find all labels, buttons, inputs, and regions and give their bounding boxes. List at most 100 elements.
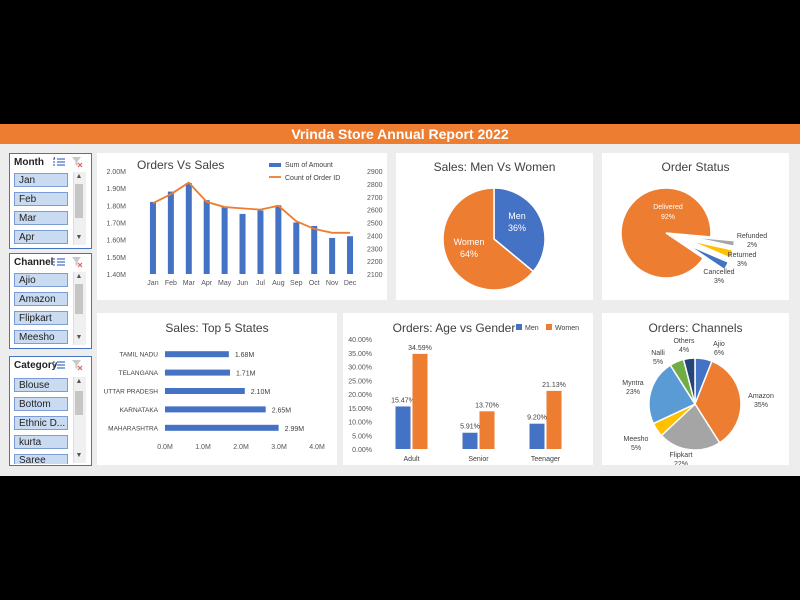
bar — [221, 207, 228, 274]
x-tick-label: Adult — [404, 456, 420, 463]
pie-slice — [689, 235, 736, 248]
pie-label: Cancelled — [703, 269, 734, 276]
scrollbar-thumb[interactable] — [75, 284, 83, 314]
bar — [293, 222, 300, 274]
x-tick-label: Nov — [326, 280, 339, 287]
scroll-up-icon[interactable]: ▲ — [75, 378, 83, 385]
pie-value-label: 2% — [747, 242, 757, 249]
clear-filter-icon[interactable] — [72, 257, 83, 268]
slicer-item[interactable]: Meesho — [14, 330, 68, 344]
chart-title: Sales: Men Vs Women — [434, 160, 556, 174]
pie-value-label: 35% — [754, 402, 768, 409]
bar — [165, 351, 229, 358]
chart-title: Orders Vs Sales — [137, 158, 224, 172]
y-tick-label: 1.50M — [107, 255, 127, 262]
x-tick-label: 1.0M — [195, 444, 211, 451]
pie-label: Meesho — [624, 436, 649, 443]
y-tick-label: 25.00% — [348, 378, 372, 385]
scroll-down-icon[interactable]: ▼ — [75, 452, 83, 459]
slicer-item[interactable]: Amazon — [14, 292, 68, 306]
report-title: Vrinda Store Annual Report 2022 — [0, 124, 800, 144]
y2-tick-label: 2100 — [367, 272, 383, 279]
pie-label: Ajio — [713, 341, 725, 348]
x-tick-label: Jan — [147, 280, 158, 287]
pie-label: Nalli — [651, 350, 665, 357]
legend-swatch — [546, 324, 552, 330]
scrollbar[interactable] — [73, 377, 86, 463]
multi-select-icon[interactable] — [53, 157, 65, 168]
slicer-item[interactable]: Ethnic D... — [14, 416, 68, 430]
scrollbar-thumb[interactable] — [75, 391, 83, 415]
legend-label: Count of Order ID — [285, 175, 340, 182]
bar — [395, 406, 411, 449]
chart-title: Order Status — [661, 160, 729, 174]
bar — [479, 411, 495, 449]
bar — [275, 205, 282, 274]
pie-slice — [686, 243, 730, 271]
bar — [185, 183, 192, 274]
data-label: 2.99M — [285, 426, 305, 433]
data-label: 21.13% — [542, 382, 566, 389]
pie-value-label: 5% — [653, 359, 663, 366]
slicer-item[interactable]: Saree — [14, 454, 68, 464]
scroll-down-icon[interactable]: ▼ — [75, 234, 83, 241]
y2-tick-label: 2700 — [367, 195, 383, 202]
pie-slice — [660, 402, 721, 451]
scroll-up-icon[interactable]: ▲ — [75, 273, 83, 280]
chart-title: Sales: Top 5 States — [165, 321, 268, 335]
data-label: 34.59% — [408, 345, 432, 352]
bar — [165, 424, 279, 431]
y-tick-label: KARNATAKA — [120, 407, 159, 414]
pie-slice — [442, 187, 535, 291]
scroll-up-icon[interactable]: ▲ — [75, 173, 83, 180]
y-tick-label: TELANGANA — [119, 370, 159, 377]
slicer-item[interactable]: kurta — [14, 435, 68, 449]
x-tick-label: May — [218, 280, 232, 287]
bar — [329, 237, 336, 274]
slicer-item[interactable]: Feb — [14, 192, 68, 206]
bar — [167, 191, 174, 274]
pie-label: Refunded — [737, 233, 767, 240]
pie-value-label: 23% — [626, 389, 640, 396]
scrollbar-thumb[interactable] — [75, 184, 83, 218]
slicer-item[interactable]: Blouse — [14, 378, 68, 392]
data-label: 9.20% — [527, 415, 547, 422]
pie-value-label: 3% — [714, 278, 724, 285]
bar — [149, 201, 156, 274]
chart-men-vs-women: Sales: Men Vs Women Men 36% Women 64% — [396, 153, 593, 300]
pie-label: Others — [673, 338, 695, 345]
y-tick-label: 20.00% — [348, 392, 372, 399]
x-tick-label: Jul — [256, 280, 265, 287]
legend-swatch — [516, 324, 522, 330]
y-tick-label: MAHARASHTRA — [108, 425, 159, 432]
age-vs-gender-svg: Orders: Age vs Gender 0.00% 5.00% 10.00% 15.… — [348, 321, 579, 463]
y2-tick-label: 2800 — [367, 182, 383, 189]
pie-value-label: 92% — [661, 214, 675, 221]
slicer-item[interactable]: Bottom — [14, 397, 68, 411]
pie-value-label: 22% — [674, 461, 688, 465]
pie-label: Delivered — [653, 204, 683, 211]
bar — [311, 225, 318, 274]
y-tick-label: 15.00% — [348, 406, 372, 413]
data-label: 15.47% — [391, 397, 415, 404]
y-tick-label: 1.80M — [107, 203, 127, 210]
pie-value-label: 5% — [631, 445, 641, 452]
slicer-item[interactable]: Flipkart — [14, 311, 68, 325]
multi-select-icon[interactable] — [53, 257, 65, 268]
x-tick-label: Aug — [272, 280, 285, 287]
slicer-item[interactable]: Jan — [14, 173, 68, 187]
clear-filter-icon[interactable] — [72, 157, 83, 168]
data-label: 2.65M — [272, 407, 292, 414]
slicer-item[interactable]: Ajio — [14, 273, 68, 287]
slicer-item[interactable]: Apr — [14, 230, 68, 244]
clear-filter-icon[interactable] — [72, 360, 83, 371]
y-tick-label: 10.00% — [348, 420, 372, 427]
y-tick-label: 5.00% — [352, 433, 372, 440]
scroll-down-icon[interactable]: ▼ — [75, 334, 83, 341]
slicer-item[interactable]: Mar — [14, 211, 68, 225]
top-5-states-svg: Sales: Top 5 States TAMIL NADU 1.68M TELANG… — [104, 321, 325, 451]
multi-select-icon[interactable] — [53, 360, 65, 371]
pie-label: Flipkart — [670, 452, 693, 459]
chart-channels: Orders: Channels Ajio 6% Amazon 35% Flipkart 2… — [602, 313, 789, 468]
slicer-month-title: Month — [14, 157, 44, 168]
